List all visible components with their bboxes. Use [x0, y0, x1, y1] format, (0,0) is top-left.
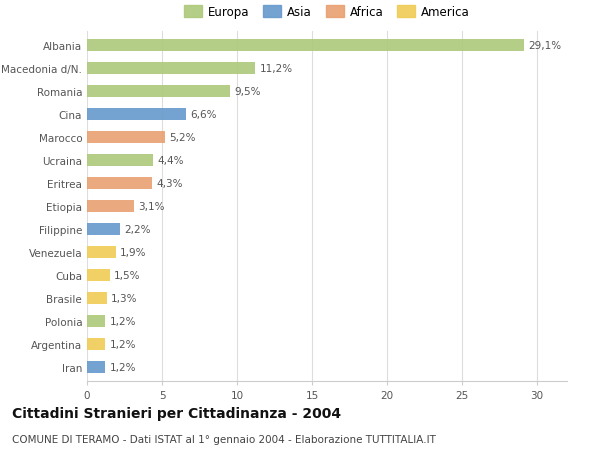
Legend: Europa, Asia, Africa, America: Europa, Asia, Africa, America [181, 3, 473, 23]
Text: 1,9%: 1,9% [120, 247, 146, 257]
Text: 5,2%: 5,2% [170, 133, 196, 143]
Bar [87, 177, 151, 190]
Bar [87, 223, 120, 236]
Text: 4,3%: 4,3% [156, 179, 182, 189]
Text: 1,3%: 1,3% [111, 293, 137, 303]
Text: 11,2%: 11,2% [260, 64, 293, 74]
Bar [87, 131, 165, 144]
Text: Cittadini Stranieri per Cittadinanza - 2004: Cittadini Stranieri per Cittadinanza - 2… [12, 406, 341, 420]
Text: 1,2%: 1,2% [110, 362, 136, 372]
Bar [87, 338, 105, 351]
Text: 6,6%: 6,6% [191, 110, 217, 120]
Text: 1,2%: 1,2% [110, 316, 136, 326]
Text: 2,2%: 2,2% [125, 224, 151, 235]
Text: 29,1%: 29,1% [528, 41, 561, 51]
Bar [87, 361, 105, 374]
Bar [87, 315, 105, 328]
Bar [87, 292, 107, 305]
Bar [87, 108, 186, 121]
Text: 4,4%: 4,4% [157, 156, 184, 166]
Bar [87, 62, 255, 75]
Text: 1,5%: 1,5% [114, 270, 140, 280]
Text: 9,5%: 9,5% [234, 87, 260, 97]
Text: COMUNE DI TERAMO - Dati ISTAT al 1° gennaio 2004 - Elaborazione TUTTITALIA.IT: COMUNE DI TERAMO - Dati ISTAT al 1° genn… [12, 434, 436, 444]
Bar [87, 200, 133, 213]
Bar [87, 269, 110, 282]
Bar [87, 85, 229, 98]
Bar [87, 246, 115, 259]
Text: 1,2%: 1,2% [110, 339, 136, 349]
Bar [87, 39, 523, 52]
Bar [87, 154, 153, 167]
Text: 3,1%: 3,1% [138, 202, 164, 212]
